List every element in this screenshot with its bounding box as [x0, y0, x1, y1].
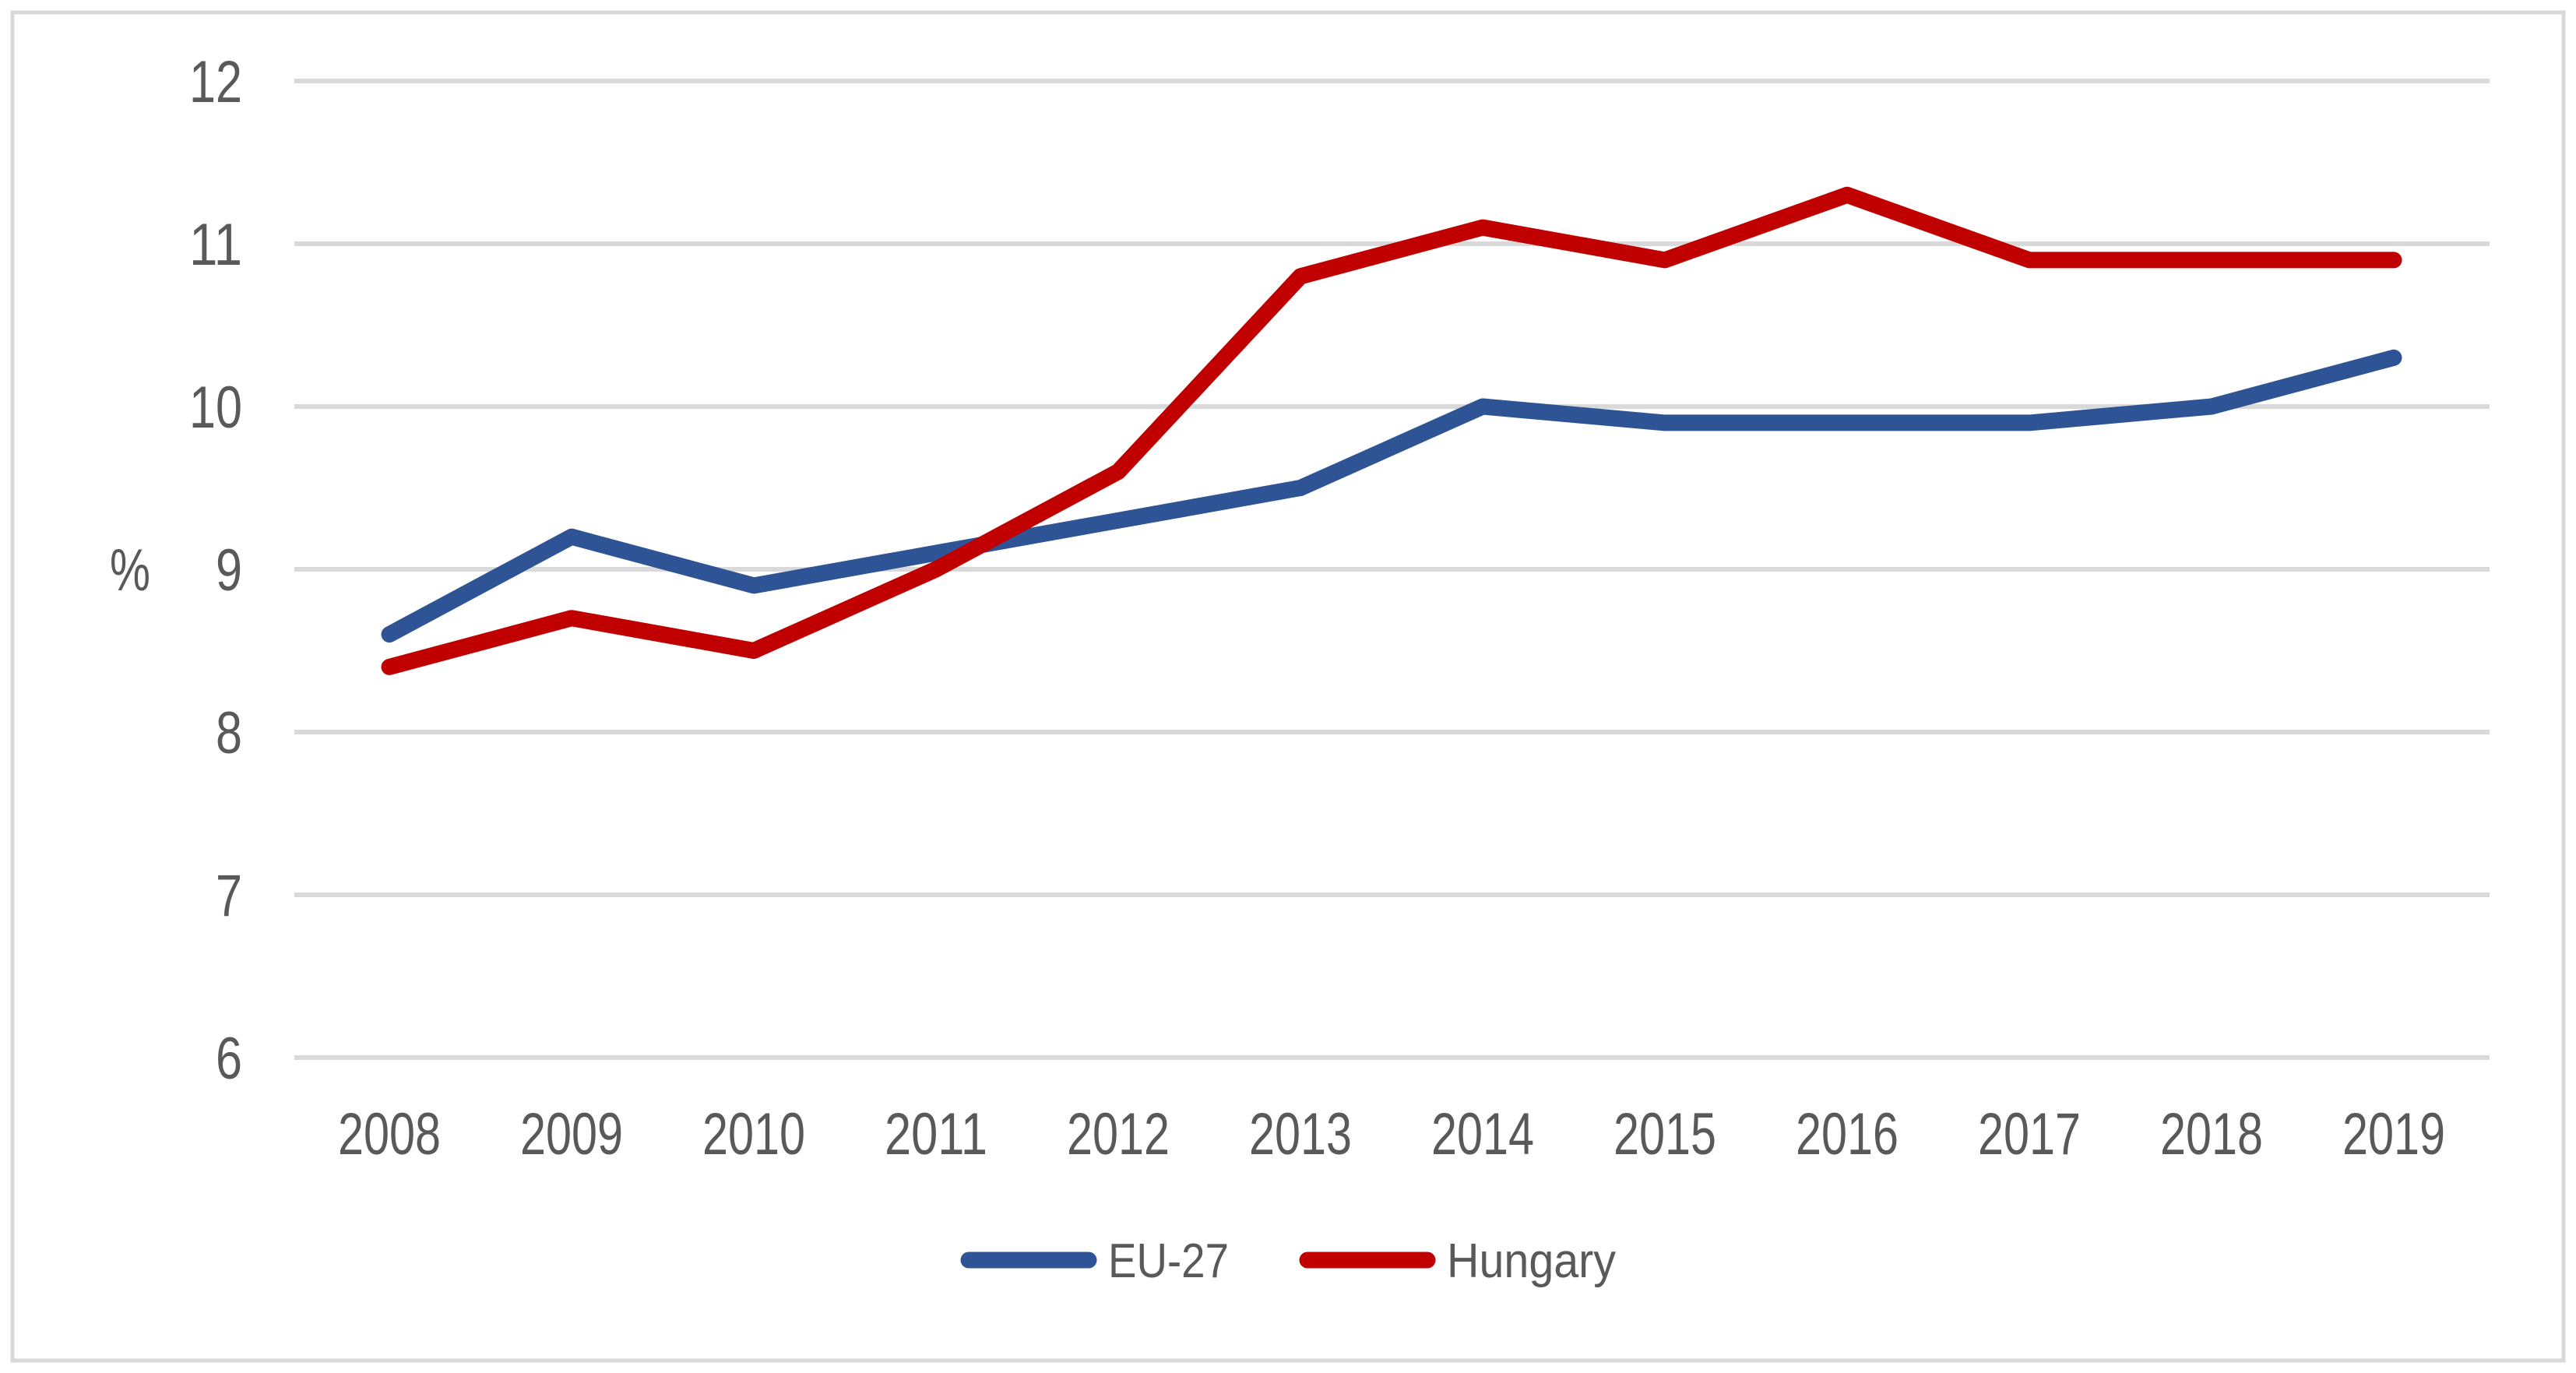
series-lines [381, 186, 2402, 675]
x-tick-label: 2018 [2160, 1101, 2263, 1167]
x-tick-label: 2014 [1431, 1101, 1534, 1167]
x-axis-tick-labels: 2008 2009 2010 2011 2012 2013 2014 2015 2016 2017… [338, 1101, 2445, 1167]
x-tick-label: 2016 [1796, 1101, 1899, 1167]
series-line-hungary [381, 186, 2402, 675]
y-axis-unit-label: % [110, 537, 150, 604]
x-tick-label: 2017 [1978, 1101, 2081, 1167]
x-tick-label: 2012 [1067, 1101, 1170, 1167]
x-tick-label: 2010 [702, 1101, 805, 1167]
y-tick-label: 7 [216, 863, 242, 929]
x-tick-label: 2011 [885, 1101, 987, 1167]
legend: EU-27 Hungary [960, 1234, 1616, 1288]
x-tick-label: 2009 [520, 1101, 623, 1167]
y-tick-label: 6 [216, 1026, 242, 1092]
x-tick-label: 2015 [1614, 1101, 1716, 1167]
x-tick-label: 2013 [1249, 1101, 1352, 1167]
x-tick-label: 2008 [338, 1101, 441, 1167]
y-tick-label: 8 [216, 700, 242, 766]
chart-border-frame [10, 10, 2566, 1363]
y-tick-label: 9 [216, 537, 242, 604]
y-tick-label: 10 [189, 375, 242, 441]
series-line-eu-27 [381, 349, 2402, 643]
legend-label-hungary: Hungary [1447, 1234, 1616, 1288]
y-axis-tick-labels: 6 7 8 9 10 11 12 [189, 49, 242, 1092]
x-tick-label: 2019 [2342, 1101, 2445, 1167]
gridlines [294, 79, 2490, 1060]
y-tick-label: 12 [189, 49, 242, 115]
legend-label-eu-27: EU-27 [1108, 1234, 1229, 1288]
y-tick-label: 11 [189, 212, 242, 278]
